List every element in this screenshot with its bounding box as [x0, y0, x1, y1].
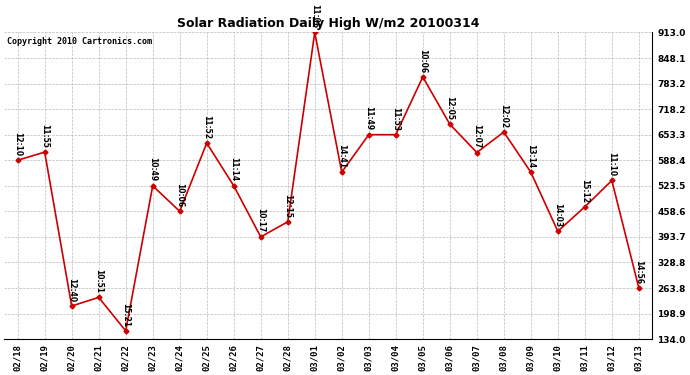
Text: 10:17: 10:17 [256, 209, 265, 233]
Text: 12:10: 12:10 [13, 132, 22, 156]
Text: 11:53: 11:53 [391, 106, 400, 130]
Text: 12:02: 12:02 [500, 104, 509, 128]
Text: 13:14: 13:14 [526, 144, 535, 168]
Text: 10:51: 10:51 [95, 269, 103, 293]
Text: 11:10: 11:10 [607, 152, 616, 176]
Text: 11:06: 11:06 [310, 4, 319, 28]
Text: 11:14: 11:14 [229, 158, 238, 182]
Text: Copyright 2010 Cartronics.com: Copyright 2010 Cartronics.com [8, 37, 152, 46]
Text: 14:03: 14:03 [553, 203, 562, 227]
Text: 12:40: 12:40 [67, 278, 76, 302]
Text: 10:06: 10:06 [175, 183, 184, 207]
Title: Solar Radiation Daily High W/m2 20100314: Solar Radiation Daily High W/m2 20100314 [177, 17, 480, 30]
Text: 14:41: 14:41 [337, 144, 346, 168]
Text: 11:52: 11:52 [202, 115, 211, 139]
Text: 15:12: 15:12 [580, 178, 589, 203]
Text: 15:21: 15:21 [121, 303, 130, 327]
Text: 12:05: 12:05 [445, 96, 454, 120]
Text: 12:15: 12:15 [284, 194, 293, 217]
Text: 11:49: 11:49 [364, 106, 373, 130]
Text: 12:07: 12:07 [472, 124, 482, 148]
Text: 10:06: 10:06 [418, 49, 427, 73]
Text: 14:56: 14:56 [634, 260, 643, 284]
Text: 11:55: 11:55 [40, 124, 49, 148]
Text: 10:49: 10:49 [148, 158, 157, 182]
